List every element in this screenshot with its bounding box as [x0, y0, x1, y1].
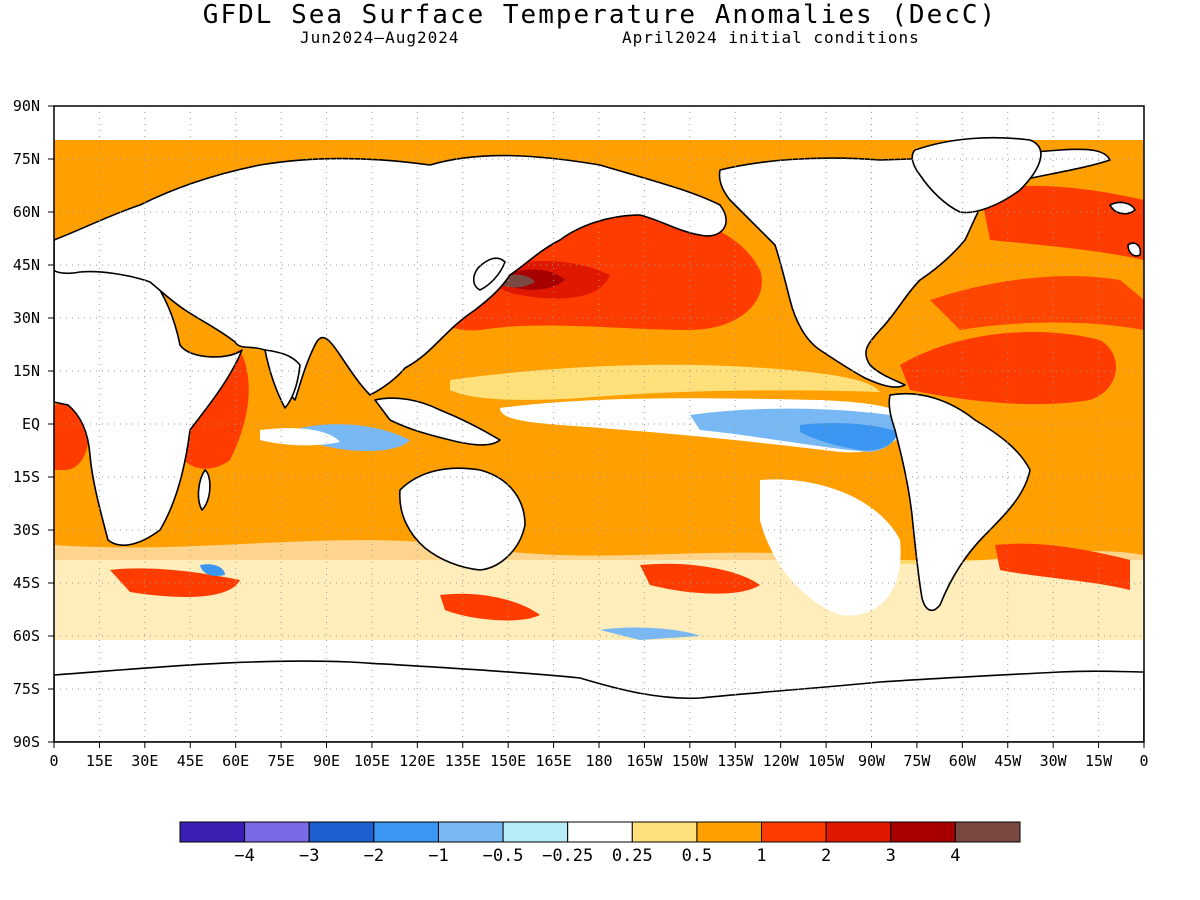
longitude-tick-label: 120E — [399, 752, 435, 770]
colorbar-swatch — [890, 821, 956, 843]
subpolar-atlantic-warm-anomaly — [980, 185, 1144, 260]
land-masses — [54, 136, 1144, 742]
longitude-tick-label: 165W — [626, 752, 663, 770]
colorbar-label: −2 — [364, 846, 384, 866]
western-indian-warm-anomaly — [178, 350, 249, 469]
longitude-tick-label: 30W — [1040, 752, 1068, 770]
south-pacific-warm-patch — [640, 563, 760, 594]
longitude-tick-label: 45W — [994, 752, 1022, 770]
longitude-tick-label: 150W — [672, 752, 709, 770]
longitude-tick-label: 45E — [177, 752, 204, 770]
colorbar-swatch — [567, 821, 633, 843]
longitude-tick-label: 75W — [903, 752, 931, 770]
indian-ocean-cool-anomaly — [300, 424, 410, 452]
latitude-tick-label: 45N — [13, 256, 40, 274]
longitude-tick-label: 90E — [313, 752, 340, 770]
colorbar-label: 4 — [950, 846, 960, 866]
colorbar-label: −0.25 — [542, 846, 593, 866]
madagascar-land — [197, 469, 211, 511]
maritime-continent-land — [374, 397, 501, 446]
longitude-labels: 0 15E 30E 45E 60E 75E 90E 105E 120E 135E 150E 165E 1… — [49, 742, 1149, 770]
greenland-land — [911, 136, 1042, 214]
longitude-tick-label: 0 — [49, 752, 58, 770]
longitude-tick-label: 150E — [490, 752, 526, 770]
longitude-tick-label: 120W — [763, 752, 800, 770]
longitude-tick-label: 105E — [354, 752, 390, 770]
longitude-tick-label: 30E — [131, 752, 158, 770]
longitude-tick-label: 75E — [268, 752, 295, 770]
latitude-labels: 90N 75N 60N 45N 30N 15N EQ 15S 30S 45S 60S 75S 90S — [13, 97, 54, 751]
colorbar-swatch — [954, 821, 1021, 843]
india-land — [264, 349, 301, 409]
colorbar-swatch — [308, 821, 375, 843]
longitude-tick-label: 135W — [717, 752, 754, 770]
southern-indian-cool-patch — [200, 564, 225, 576]
southern-ocean-cool-patch — [600, 627, 700, 640]
japan-land — [472, 257, 506, 291]
colorbar: −4 −3 −2 −1 −0.5 −0.25 0.25 0.5 1 2 3 4 — [179, 821, 1021, 866]
colorbar-label: −4 — [234, 846, 254, 866]
longitude-tick-label: 60W — [949, 752, 977, 770]
initial-conditions: April2024 initial conditions — [622, 28, 920, 47]
latitude-tick-label: 15N — [13, 362, 40, 380]
colorbar-swatch — [502, 821, 569, 843]
latitude-tick-label: 60S — [13, 627, 40, 645]
colorbar-swatch — [437, 821, 504, 843]
latitude-tick-label: 45S — [13, 574, 40, 592]
colorbar-label: 0.5 — [682, 846, 713, 866]
colorbar-swatch — [244, 821, 310, 843]
north-atlantic-warm-anomaly — [930, 276, 1144, 330]
indian-ocean-neutral — [260, 428, 340, 446]
south-america-land — [888, 392, 1031, 612]
latitude-tick-label: 75N — [13, 150, 40, 168]
south-atlantic-warm-anomaly — [995, 543, 1130, 590]
colorbar-swatch — [696, 821, 763, 843]
australia-land — [399, 467, 526, 571]
colorbar-swatch — [631, 821, 698, 843]
latitude-tick-label: EQ — [22, 415, 40, 433]
longitude-tick-label: 60E — [222, 752, 249, 770]
longitude-tick-label: 15E — [86, 752, 113, 770]
longitude-tick-label: 0 — [1139, 752, 1148, 770]
longitude-tick-label: 105W — [808, 752, 845, 770]
colorbar-swatch — [179, 821, 246, 843]
latitude-tick-label: 90N — [13, 97, 40, 115]
map-title: GFDL Sea Surface Temperature Anomalies (… — [202, 0, 998, 30]
latitude-tick-label: 30N — [13, 309, 40, 327]
colorbar-label: 0.25 — [612, 846, 653, 866]
colorbar-label: 1 — [756, 846, 766, 866]
longitude-tick-label: 135E — [445, 752, 481, 770]
latitude-tick-label: 15S — [13, 468, 40, 486]
longitude-tick-label: 180 — [585, 752, 612, 770]
great-britain-land — [1127, 242, 1142, 257]
latitude-tick-label: 90S — [13, 733, 40, 751]
longitude-tick-label: 90W — [858, 752, 886, 770]
map-gridlines — [54, 106, 1144, 742]
south-tasman-warm-patch — [440, 593, 540, 621]
antarctica-land — [54, 660, 1144, 742]
colorbar-label: −0.5 — [483, 846, 524, 866]
colorbar-label: 2 — [821, 846, 831, 866]
equatorial-strong-cool-anomaly — [800, 422, 898, 451]
latitude-tick-label: 30S — [13, 521, 40, 539]
iceland-land — [1109, 201, 1136, 215]
latitude-tick-label: 60N — [13, 203, 40, 221]
longitude-tick-label: 165E — [536, 752, 572, 770]
colorbar-label: 3 — [886, 846, 896, 866]
colorbar-label: −1 — [428, 846, 448, 866]
southeast-pacific-neutral — [760, 479, 901, 616]
longitude-tick-label: 15W — [1085, 752, 1113, 770]
colorbar-swatch — [825, 821, 892, 843]
forecast-period: Jun2024—Aug2024 — [300, 28, 460, 47]
tropical-atlantic-warm-anomaly — [900, 332, 1117, 405]
latitude-tick-label: 75S — [13, 680, 40, 698]
north-equatorial-pale-band — [450, 364, 880, 400]
colorbar-swatch — [761, 821, 827, 843]
colorbar-label: −3 — [299, 846, 319, 866]
colorbar-swatch — [373, 821, 439, 843]
eurasia-land — [54, 154, 727, 401]
plot-area — [54, 106, 1144, 742]
